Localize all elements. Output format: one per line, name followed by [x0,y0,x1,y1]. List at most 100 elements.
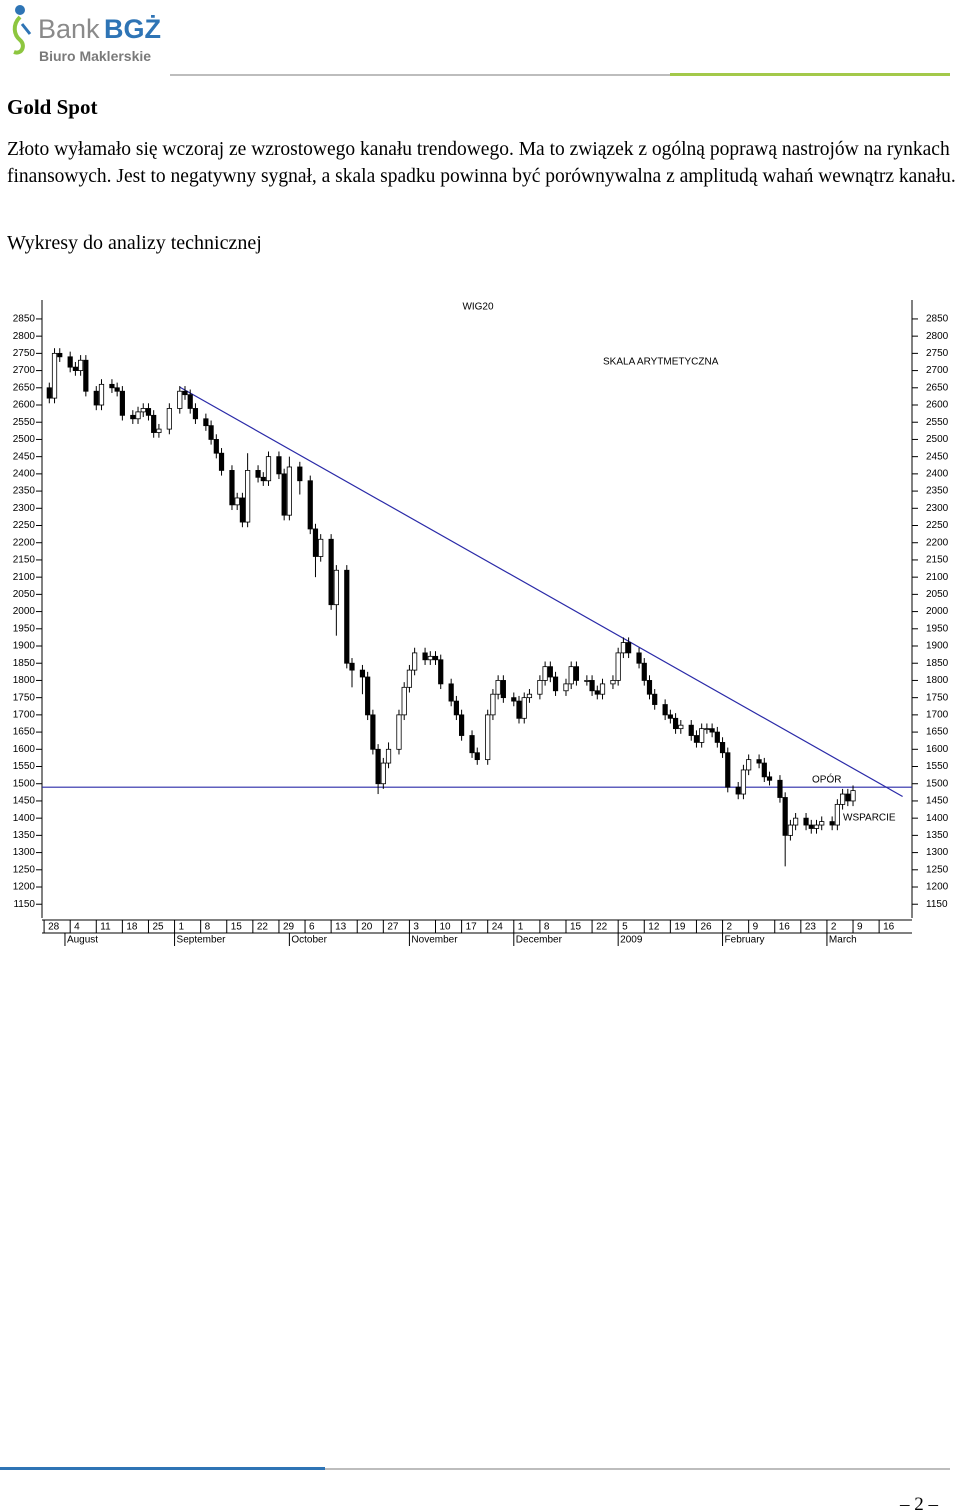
x-tick-label: 15 [231,922,243,933]
candle-body [448,683,454,702]
candle-body [349,662,355,671]
y-tick-label: 2800 [13,331,36,342]
candle-body [813,824,820,829]
candle-body [93,390,99,406]
candle-body [803,817,809,826]
candle-body [615,652,621,681]
y-tick-label: 2100 [926,572,949,583]
month-label: November [411,935,458,946]
candle-body [370,714,376,750]
candle-body [187,394,193,409]
candle-body [626,642,632,654]
x-tick-label: 9 [753,922,759,933]
y-tick-label: 2300 [926,503,949,514]
candle-body [109,383,115,389]
y-tick-label: 1450 [926,796,949,807]
y-tick-label: 2400 [926,469,949,480]
y-tick-label: 1400 [926,813,949,824]
month-label: February [725,935,765,946]
candle-body [119,390,125,416]
candle-body [782,797,788,836]
x-tick-label: 27 [387,922,399,933]
candle-body [511,697,517,702]
candle-body [140,408,146,413]
candle-body [333,569,339,606]
x-tick-label: 24 [492,922,504,933]
y-tick-label: 1550 [926,761,949,772]
y-tick-label: 1650 [926,727,949,738]
x-tick-label: 20 [361,922,373,933]
month-label: August [67,935,98,946]
y-tick-label: 2450 [13,451,36,462]
candle-body [375,748,381,785]
candle-body [239,497,246,523]
y-tick-label: 1600 [926,744,949,755]
y-tick-label: 1350 [926,830,949,841]
candle-body [552,676,559,692]
candle-body [401,686,407,716]
x-tick-label: 8 [544,922,550,933]
footer-rule [325,1468,950,1470]
y-tick-label: 2700 [926,365,949,376]
candle-body [265,456,272,482]
candle-body [641,662,647,681]
candle-body [245,470,251,523]
candle-body [610,680,616,685]
y-tick-label: 1700 [13,710,36,721]
candle-body [746,759,752,771]
y-tick-label: 1850 [13,658,36,669]
candle-body [563,683,569,692]
y-tick-label: 1950 [13,623,36,634]
y-tick-label: 1600 [13,744,36,755]
candle-body [312,528,319,557]
y-tick-label: 1700 [926,710,949,721]
candle-body [78,359,84,371]
x-tick-label: 23 [805,922,817,933]
y-tick-label: 1500 [13,778,36,789]
y-tick-label: 2550 [926,417,949,428]
y-tick-label: 1300 [926,847,949,858]
candle-body [182,390,188,396]
brand-bold: BGŻ [104,14,161,44]
candle-body [740,769,747,795]
y-tick-label: 2000 [13,606,36,617]
candle-body [328,538,334,606]
x-tick-label: 8 [205,922,211,933]
candle-body [213,439,219,454]
y-tick-label: 1750 [926,692,949,703]
y-tick-label: 1400 [13,813,36,824]
header-rule [170,74,670,76]
month-label: 2009 [620,935,643,946]
candle-body [380,762,386,785]
x-tick-label: 4 [74,922,80,933]
brand-unit: Biuro Maklerskie [39,48,151,64]
candle-body [281,473,287,516]
y-tick-label: 2550 [13,417,36,428]
y-tick-label: 1200 [13,882,36,893]
candle-body [662,704,668,716]
x-tick-label: 10 [440,922,452,933]
header-rule-accent [670,73,950,76]
y-tick-label: 2800 [926,331,949,342]
candle-body [57,352,63,358]
y-tick-label: 1150 [926,899,948,910]
candle-body [422,652,428,661]
y-tick-label: 2350 [13,486,36,497]
candle-body [709,728,715,733]
candle-body [307,480,313,530]
x-tick-label: 2 [831,922,837,933]
y-tick-label: 2150 [13,555,36,566]
y-tick-label: 2500 [13,434,36,445]
y-tick-label: 2200 [13,537,36,548]
candle-body [521,697,527,719]
y-tick-label: 1950 [926,623,949,634]
y-tick-label: 2150 [926,555,949,566]
candle-body [678,724,684,730]
candle-body [145,408,152,416]
candle-body [385,748,392,764]
candle-body [297,466,303,482]
subheading: Wykresy do analizy technicznej [7,232,262,254]
y-tick-label: 2350 [926,486,949,497]
candle-body [67,356,73,368]
candle-body [761,762,767,778]
